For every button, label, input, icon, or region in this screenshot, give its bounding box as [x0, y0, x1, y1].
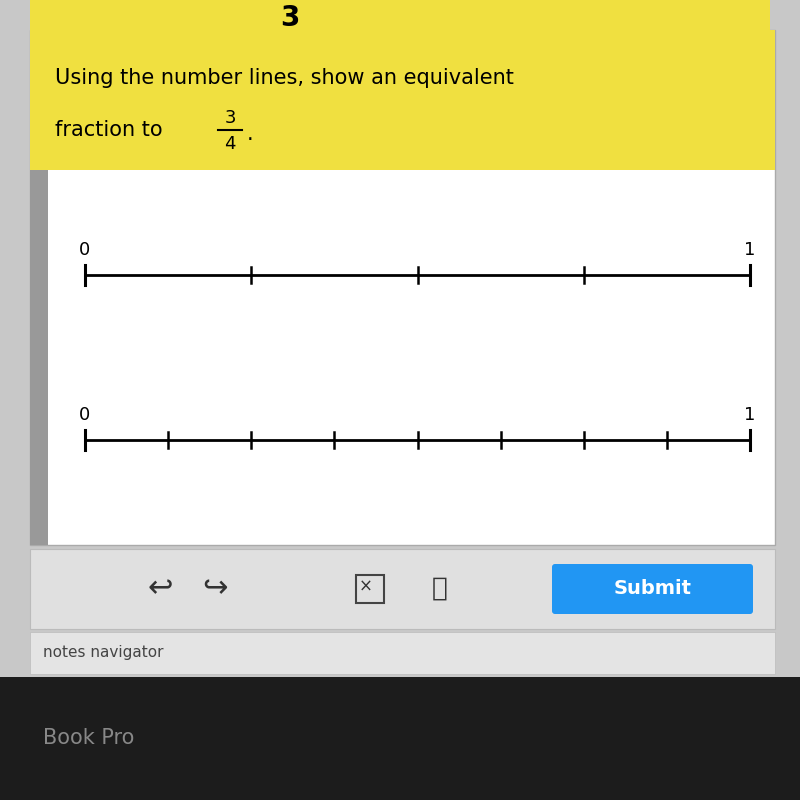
- Bar: [30, 0, 770, 30]
- Text: 0: 0: [79, 406, 90, 424]
- Text: 1: 1: [744, 406, 756, 424]
- Text: 3: 3: [224, 109, 236, 127]
- Bar: [30, 632, 775, 674]
- Bar: [30, 30, 775, 170]
- Text: fraction to: fraction to: [55, 120, 170, 140]
- Bar: [356, 575, 384, 603]
- Text: notes navigator: notes navigator: [43, 646, 163, 661]
- Bar: [30, 549, 775, 629]
- Text: 3: 3: [280, 4, 300, 32]
- Text: Submit: Submit: [614, 579, 691, 598]
- Bar: [30, 170, 48, 545]
- Text: 0: 0: [79, 241, 90, 259]
- Text: Using the number lines, show an equivalent: Using the number lines, show an equivale…: [55, 68, 514, 88]
- Text: ↩: ↩: [147, 574, 173, 603]
- FancyBboxPatch shape: [552, 564, 753, 614]
- Text: 4: 4: [224, 135, 236, 153]
- Text: ↪: ↪: [202, 574, 228, 603]
- Text: 1: 1: [744, 241, 756, 259]
- Text: Book Pro: Book Pro: [43, 729, 134, 749]
- Text: .: .: [247, 124, 254, 144]
- Bar: [0, 677, 800, 800]
- Text: 🔓: 🔓: [432, 576, 448, 602]
- Text: ×: ×: [359, 578, 373, 596]
- Bar: [30, 30, 775, 545]
